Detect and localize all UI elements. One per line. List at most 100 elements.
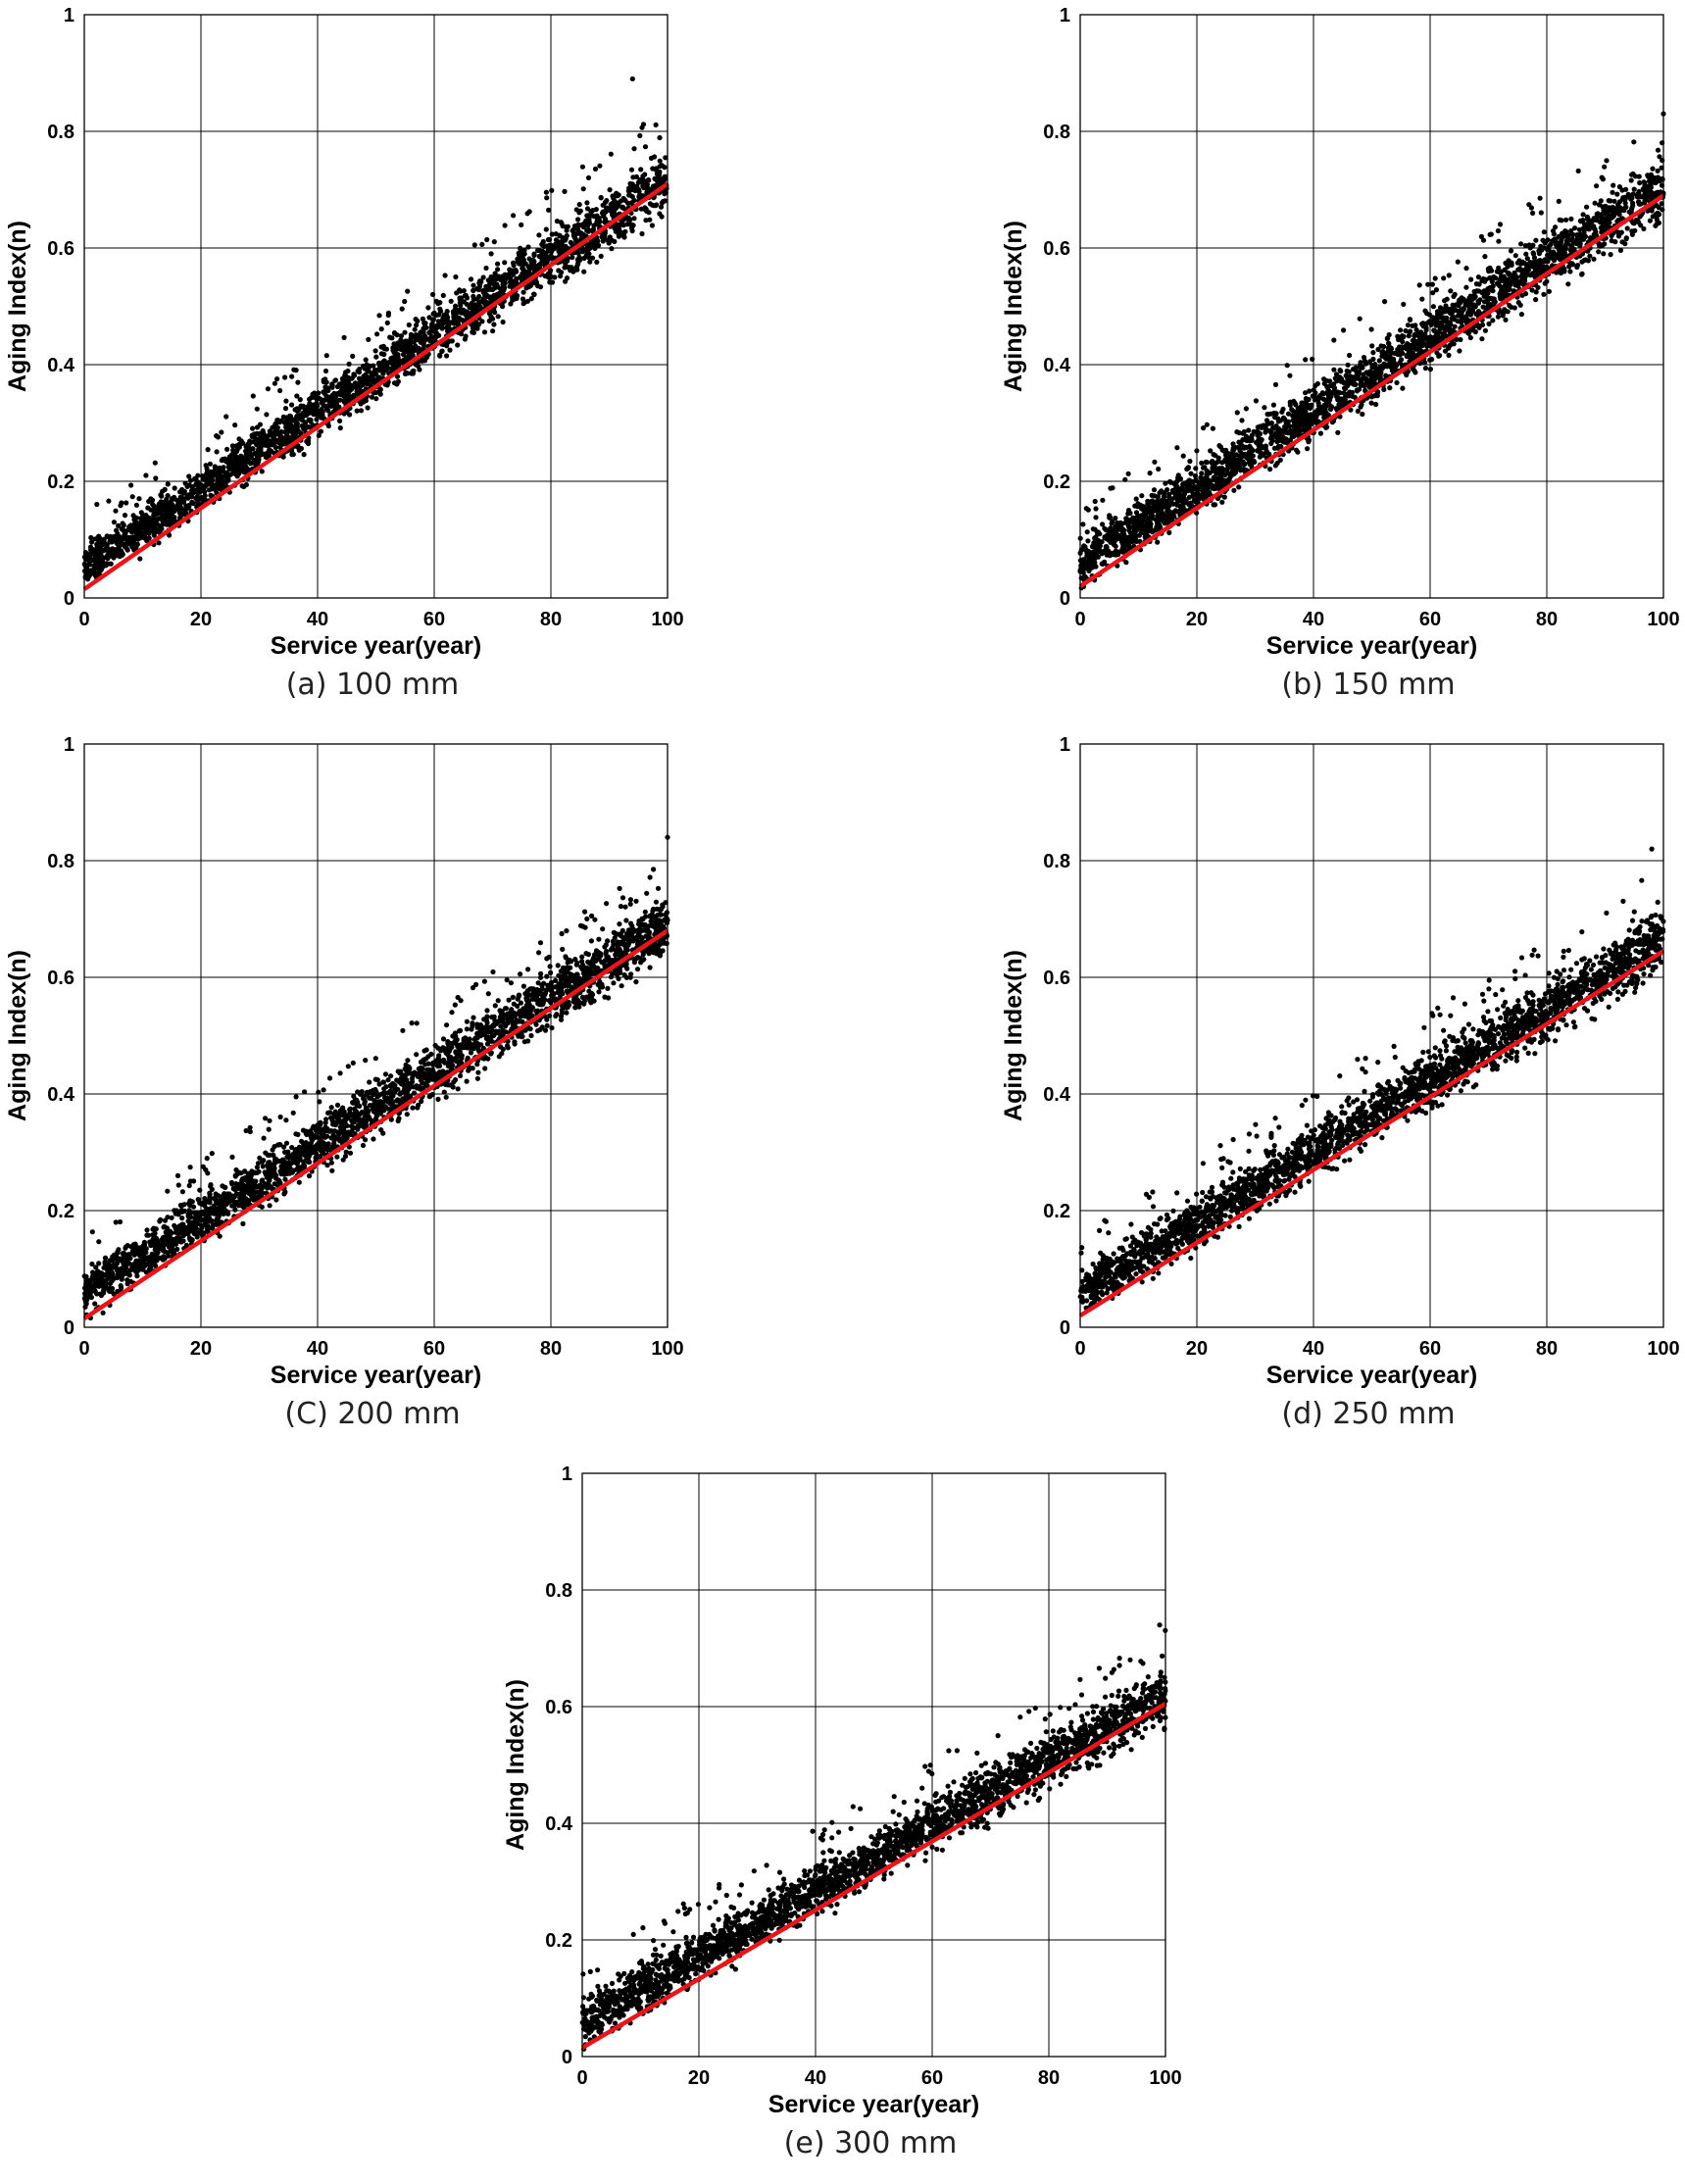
chart-b-point bbox=[1093, 515, 1098, 520]
chart-a-point bbox=[571, 267, 576, 272]
chart-b-point bbox=[1617, 184, 1622, 189]
chart-a-point bbox=[463, 336, 468, 341]
chart-b-point bbox=[1488, 232, 1493, 237]
chart-a-point bbox=[544, 226, 549, 231]
chart-b-point bbox=[1224, 453, 1229, 458]
chart-b-point bbox=[1385, 335, 1390, 340]
chart-a-x-tick-label: 80 bbox=[540, 609, 562, 630]
chart-a-point bbox=[630, 228, 635, 233]
chart-a-point bbox=[478, 279, 483, 284]
chart-a-point bbox=[252, 451, 257, 456]
chart-b-point bbox=[1188, 472, 1193, 476]
chart-a-point bbox=[558, 273, 563, 278]
chart-a-point bbox=[639, 231, 644, 236]
chart-a-point bbox=[258, 422, 263, 427]
chart-a-point bbox=[219, 482, 223, 487]
chart-b-point bbox=[1420, 321, 1425, 325]
chart-a-point bbox=[404, 371, 409, 375]
chart-b-point bbox=[1080, 521, 1085, 526]
chart-b-point bbox=[1477, 281, 1482, 286]
chart-b-point bbox=[1102, 526, 1107, 531]
chart-a-point bbox=[402, 340, 407, 345]
chart-b-point bbox=[1369, 326, 1374, 331]
chart-b-point bbox=[1599, 225, 1604, 230]
chart-b-point bbox=[1342, 390, 1347, 395]
chart-a-point bbox=[281, 415, 286, 420]
chart-a-point bbox=[430, 292, 435, 297]
chart-a-point bbox=[487, 287, 492, 292]
chart-b-point bbox=[1369, 343, 1374, 348]
chart-a-point bbox=[650, 166, 655, 171]
chart-b-point bbox=[1366, 372, 1371, 376]
chart-b-point bbox=[1459, 312, 1463, 317]
chart-b-point bbox=[1334, 372, 1339, 376]
chart-b-point bbox=[1440, 325, 1445, 330]
chart-b-point bbox=[1587, 226, 1592, 231]
chart-a-point bbox=[493, 271, 498, 275]
chart-a-point bbox=[471, 288, 475, 293]
chart-a-point bbox=[479, 319, 484, 323]
chart-b-point bbox=[1110, 485, 1115, 490]
chart-b-point bbox=[1584, 205, 1589, 210]
chart-b-point bbox=[1344, 373, 1349, 378]
chart-a-point bbox=[609, 246, 614, 251]
chart-b-point bbox=[1557, 199, 1561, 204]
chart-a-point bbox=[226, 472, 231, 477]
chart-a-point bbox=[103, 561, 108, 566]
chart-b-point bbox=[1174, 445, 1179, 450]
chart-a-point bbox=[405, 289, 410, 294]
chart-a-point bbox=[594, 260, 599, 265]
chart-b-point bbox=[1496, 239, 1501, 244]
chart-b-point bbox=[1237, 430, 1242, 435]
chart-a-point bbox=[109, 562, 114, 567]
chart-a-point bbox=[213, 464, 218, 469]
chart-b-point bbox=[1357, 387, 1362, 392]
chart-a-point bbox=[546, 237, 551, 242]
chart-b-point bbox=[1431, 304, 1436, 309]
chart-b-point bbox=[1419, 297, 1424, 302]
chart-b-point bbox=[1468, 335, 1473, 340]
chart-a-point bbox=[322, 390, 327, 395]
chart-b-point bbox=[1522, 261, 1527, 266]
chart-a-point bbox=[645, 182, 650, 187]
chart-b-point bbox=[1274, 439, 1279, 444]
chart-a-point bbox=[319, 429, 323, 434]
chart-a-point bbox=[224, 447, 229, 452]
chart-a-point bbox=[371, 364, 375, 369]
chart-b-point bbox=[1592, 232, 1597, 237]
chart-b-point bbox=[1601, 251, 1606, 256]
chart-a-point bbox=[273, 422, 278, 426]
chart-a-point bbox=[484, 237, 489, 242]
chart-b-point bbox=[1447, 273, 1452, 277]
chart-a-point bbox=[629, 168, 634, 173]
chart-b-point bbox=[1413, 339, 1418, 344]
chart-a-point bbox=[274, 376, 279, 381]
chart-b-point bbox=[1406, 323, 1411, 327]
chart-a-point bbox=[581, 270, 586, 274]
chart-b-point bbox=[1247, 444, 1252, 449]
chart-a-point bbox=[379, 365, 384, 370]
chart-b-point bbox=[1287, 373, 1292, 378]
chart-a-point bbox=[437, 353, 442, 358]
chart-a-point bbox=[576, 251, 581, 256]
chart-a-scatter bbox=[82, 76, 669, 582]
chart-a-point bbox=[364, 357, 369, 362]
chart-b-point bbox=[1563, 218, 1568, 223]
chart-a-point bbox=[164, 500, 169, 505]
chart-a-point bbox=[129, 536, 134, 541]
chart-a-point bbox=[431, 317, 436, 322]
chart-b-point bbox=[1280, 407, 1285, 412]
chart-a-point bbox=[193, 489, 198, 494]
chart-b-point bbox=[1429, 357, 1434, 362]
chart-b-point bbox=[1543, 281, 1548, 286]
chart-a-point bbox=[525, 299, 530, 304]
chart-a-point bbox=[529, 264, 534, 269]
chart-a-point bbox=[214, 433, 219, 438]
chart-a-point bbox=[586, 251, 591, 256]
chart-a-point bbox=[531, 292, 536, 297]
chart-a-point bbox=[296, 408, 301, 413]
chart-a-point bbox=[333, 400, 338, 405]
chart-a-point bbox=[495, 262, 500, 267]
chart-a-point bbox=[285, 429, 290, 434]
